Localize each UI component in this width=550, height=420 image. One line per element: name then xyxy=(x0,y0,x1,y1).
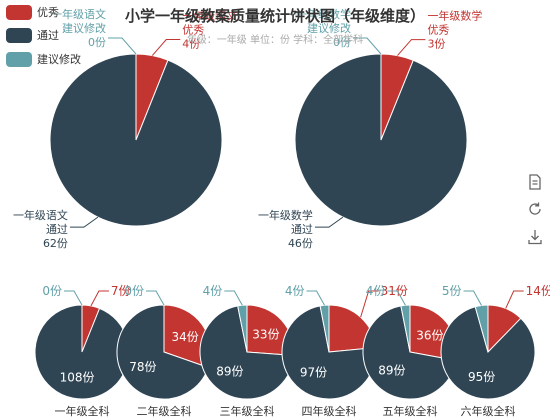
label-line-7-2 xyxy=(463,290,482,306)
pie-name-label: 一年级全科 xyxy=(55,404,110,418)
slice-series-label: 一年级语文 xyxy=(182,9,237,23)
slice-series-label: 一年级数学 xyxy=(296,7,351,21)
slice-value-label: 4份 xyxy=(366,284,386,298)
legend-item-revise[interactable]: 建议修改 xyxy=(6,51,81,67)
label-line-0-0 xyxy=(151,39,181,56)
label-line-7-0 xyxy=(505,290,524,309)
slice-value-label: 34份 xyxy=(171,330,198,344)
legend-label-pass: 通过 xyxy=(37,29,59,42)
label-line-5-0 xyxy=(360,290,379,318)
chart-subtitle: 年级：一年级 单位：份 学科：全部学科 xyxy=(186,35,364,46)
label-line-0-1 xyxy=(69,216,99,228)
pie-name-label: 三年级全科 xyxy=(220,404,275,418)
label-line-1-0 xyxy=(397,39,426,56)
slice-value-label: 0份 xyxy=(333,36,351,49)
label-line-6-2 xyxy=(387,290,406,306)
legend-swatch-pass xyxy=(6,27,32,43)
pie-name-label: 六年级全科 xyxy=(461,404,516,418)
slice-value-label: 95份 xyxy=(468,370,495,384)
pie-slice-3-1 xyxy=(116,304,210,400)
slice-series-label: 一年级数学 xyxy=(427,9,482,23)
label-line-1-2 xyxy=(353,37,382,55)
slice-value-label: 0份 xyxy=(88,36,106,49)
slice-value-label: 3份 xyxy=(427,38,445,51)
slice-value-label: 4份 xyxy=(182,38,200,51)
pie-slice-7-1 xyxy=(440,306,536,400)
label-line-0-2 xyxy=(108,37,137,55)
slice-value-label: 4份 xyxy=(203,284,223,298)
legend-item-excellent[interactable]: 优秀 xyxy=(6,4,59,20)
slice-value-label: 4份 xyxy=(285,284,305,298)
pie-name-label: 二年级全科 xyxy=(137,404,192,418)
slice-series-label: 一年级数学 xyxy=(258,208,313,222)
legend-swatch-excellent xyxy=(6,4,32,20)
pie-slice-2-1 xyxy=(34,304,130,400)
slice-value-label: 36份 xyxy=(416,328,443,342)
pie-slice-4-1 xyxy=(199,305,295,400)
slice-value-label: 89份 xyxy=(378,363,405,377)
slice-category-label: 优秀 xyxy=(182,24,204,37)
slice-value-label: 0份 xyxy=(124,284,144,298)
pie-slice-6-1 xyxy=(362,305,457,400)
label-line-2-0 xyxy=(90,290,109,307)
slice-value-label: 108份 xyxy=(60,370,95,384)
data-view-icon[interactable] xyxy=(526,173,544,191)
slice-value-label: 78份 xyxy=(129,360,156,374)
label-line-1-1 xyxy=(314,216,344,228)
save-image-icon[interactable] xyxy=(526,228,544,246)
legend-label-excellent: 优秀 xyxy=(37,6,59,19)
slice-value-label: 0份 xyxy=(42,284,62,298)
slice-category-label: 通过 xyxy=(291,223,313,236)
slice-series-label: 一年级语文 xyxy=(13,208,68,222)
slice-value-label: 33份 xyxy=(252,327,279,341)
pie-slice-1-1 xyxy=(294,53,468,227)
legend-swatch-revise xyxy=(6,51,32,67)
slice-series-label: 一年级语文 xyxy=(51,7,106,21)
slice-value-label: 62份 xyxy=(43,237,68,250)
label-line-4-2 xyxy=(224,290,243,306)
label-line-3-2 xyxy=(146,290,165,306)
pie-name-label: 四年级全科 xyxy=(302,404,357,418)
slice-value-label: 7份 xyxy=(111,284,131,298)
label-line-5-2 xyxy=(306,290,325,306)
pie-slice-0-1 xyxy=(49,53,223,227)
label-line-2-2 xyxy=(64,290,83,306)
slice-category-label: 建议修改 xyxy=(307,21,351,35)
legend-item-pass[interactable]: 通过 xyxy=(6,27,59,43)
legend-label-revise: 建议修改 xyxy=(37,53,81,66)
slice-category-label: 通过 xyxy=(46,223,68,236)
slice-category-label: 优秀 xyxy=(427,24,449,37)
slice-value-label: 89份 xyxy=(216,364,243,378)
chart-title: 小学一年级教案质量统计饼状图（年级维度） xyxy=(124,7,425,25)
pie-slice-4-2 xyxy=(237,304,248,353)
slice-value-label: 14份 xyxy=(526,284,550,298)
slice-value-label: 5份 xyxy=(442,284,462,298)
restore-icon[interactable] xyxy=(526,200,544,218)
slice-category-label: 建议修改 xyxy=(62,21,106,35)
slice-value-label: 46份 xyxy=(288,237,313,250)
slice-value-label: 97份 xyxy=(300,366,327,380)
pie-name-label: 五年级全科 xyxy=(383,404,438,418)
